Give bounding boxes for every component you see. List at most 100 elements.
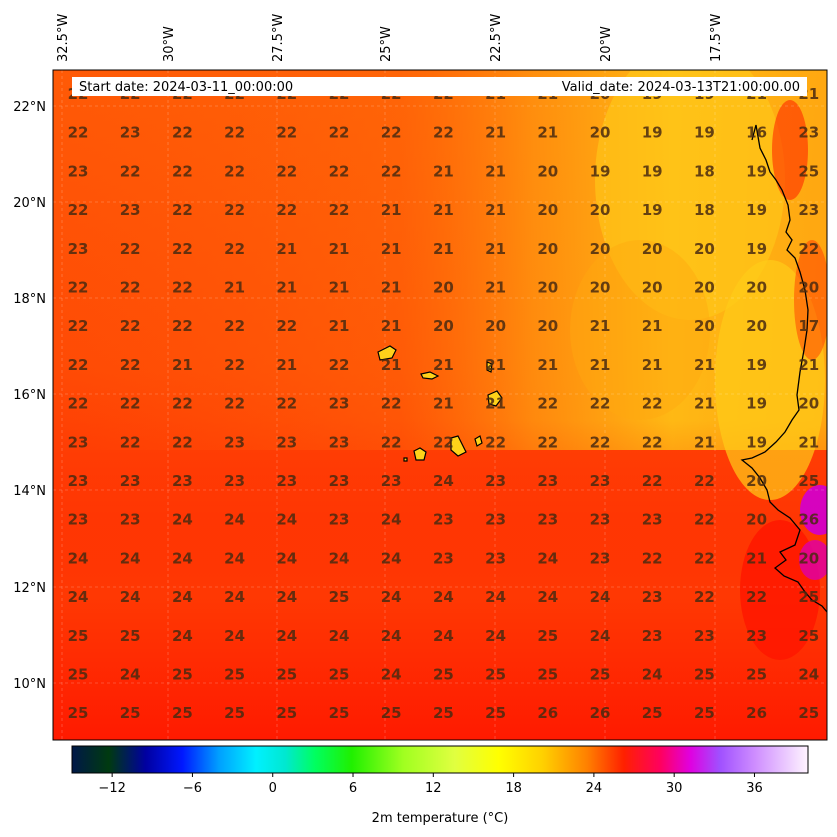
grid-value: 22: [537, 395, 558, 413]
grid-value: 21: [694, 433, 715, 451]
grid-value: 20: [642, 279, 663, 297]
grid-value: 21: [381, 356, 402, 374]
grid-value: 21: [694, 356, 715, 374]
grid-value: 22: [224, 162, 245, 180]
grid-value: 21: [798, 356, 819, 374]
grid-value: 21: [224, 279, 245, 297]
grid-value: 24: [329, 549, 350, 567]
grid-value: 22: [590, 395, 611, 413]
grid-value: 23: [642, 588, 663, 606]
grid-value: 21: [642, 317, 663, 335]
colorbar-tick-label: −12: [98, 781, 125, 796]
grid-value: 25: [642, 704, 663, 722]
longitude-label: 20°W: [599, 26, 614, 62]
longitude-label: 25°W: [379, 26, 394, 62]
grid-value: 25: [694, 666, 715, 684]
grid-value: 24: [433, 472, 454, 490]
grid-value: 21: [433, 356, 454, 374]
grid-value: 19: [746, 240, 767, 258]
grid-value: 22: [224, 395, 245, 413]
grid-value: 23: [485, 549, 506, 567]
grid-value: 20: [590, 124, 611, 142]
grid-value: 23: [590, 472, 611, 490]
grid-value: 22: [537, 433, 558, 451]
grid-value: 16: [746, 124, 767, 142]
grid-value: 23: [642, 627, 663, 645]
grid-value: 20: [694, 240, 715, 258]
grid-value: 24: [798, 666, 819, 684]
colorbar-tick-label: −6: [183, 781, 202, 796]
grid-value: 22: [120, 240, 141, 258]
grid-value: 24: [433, 627, 454, 645]
grid-value: 23: [329, 472, 350, 490]
grid-value: 22: [276, 124, 297, 142]
grid-value: 21: [433, 240, 454, 258]
grid-value: 24: [276, 588, 297, 606]
grid-value: 18: [694, 201, 715, 219]
colorbar: −12 −6 0 6 12 18 24 30 36 2m temperature (°C): [71, 745, 809, 826]
temperature-field: [53, 70, 827, 740]
grid-value: 22: [172, 162, 193, 180]
grid-value: 22: [694, 472, 715, 490]
colorbar-tick-label: 30: [666, 781, 683, 796]
longitude-label: 30°W: [162, 26, 177, 62]
grid-value: 20: [694, 279, 715, 297]
grid-value: 24: [172, 511, 193, 529]
grid-value: 24: [590, 588, 611, 606]
grid-value: 22: [381, 124, 402, 142]
grid-value: 20: [746, 317, 767, 335]
valid-date-label: Valid_date: 2024-03-13T21:00:00.00: [562, 80, 800, 95]
grid-value: 19: [642, 162, 663, 180]
grid-value: 24: [172, 588, 193, 606]
grid-value: 23: [276, 433, 297, 451]
grid-value: 20: [746, 511, 767, 529]
grid-value: 23: [172, 472, 193, 490]
grid-value: 25: [224, 666, 245, 684]
grid-value: 25: [381, 704, 402, 722]
latitude-labels: 22°N 20°N 18°N 16°N 14°N 12°N 10°N: [13, 100, 46, 692]
coastline: [740, 124, 827, 613]
longitude-labels: 32.5°W 30°W 27.5°W 25°W 22.5°W 20°W 17.5°W: [56, 14, 724, 62]
latitude-label: 18°N: [13, 292, 46, 307]
colorbar-tick-label: 18: [505, 781, 522, 796]
grid-value: 23: [381, 472, 402, 490]
colorbar-label: 2m temperature (°C): [372, 811, 509, 826]
grid-value: 25: [485, 666, 506, 684]
grid-value: 25: [329, 704, 350, 722]
longitude-label: 27.5°W: [271, 14, 286, 62]
grid-value: 24: [433, 588, 454, 606]
grid-value: 24: [485, 588, 506, 606]
grid-value: 20: [590, 279, 611, 297]
colorbar-tick-label: 12: [425, 781, 442, 796]
grid-value: 22: [381, 433, 402, 451]
grid-value: 22: [68, 356, 89, 374]
grid-value: 17: [798, 317, 819, 335]
grid-value: 24: [276, 549, 297, 567]
grid-value: 22: [224, 240, 245, 258]
colorbar-ticks: −12 −6 0 6 12 18 24 30 36: [98, 773, 763, 796]
grid-value: 22: [172, 240, 193, 258]
grid-value: 21: [485, 201, 506, 219]
grid-value: 20: [537, 162, 558, 180]
grid-value: 25: [798, 704, 819, 722]
grid-value: 22: [329, 201, 350, 219]
grid-value: 24: [381, 588, 402, 606]
grid-value: 23: [798, 124, 819, 142]
grid-value: 24: [590, 627, 611, 645]
grid-value: 25: [120, 627, 141, 645]
grid-value: 22: [68, 201, 89, 219]
grid-value: 24: [224, 511, 245, 529]
grid-value: 24: [68, 549, 89, 567]
grid-value: 25: [224, 704, 245, 722]
grid-value: 22: [224, 356, 245, 374]
grid-value: 25: [433, 704, 454, 722]
grid-value: 21: [537, 356, 558, 374]
grid-value: 24: [224, 627, 245, 645]
grid-value: 18: [694, 162, 715, 180]
grid-value: 24: [68, 588, 89, 606]
grid-value: 21: [798, 433, 819, 451]
grid-value: 22: [120, 356, 141, 374]
grid-value: 23: [798, 201, 819, 219]
grid-value: 21: [485, 279, 506, 297]
grid-value: 21: [381, 201, 402, 219]
